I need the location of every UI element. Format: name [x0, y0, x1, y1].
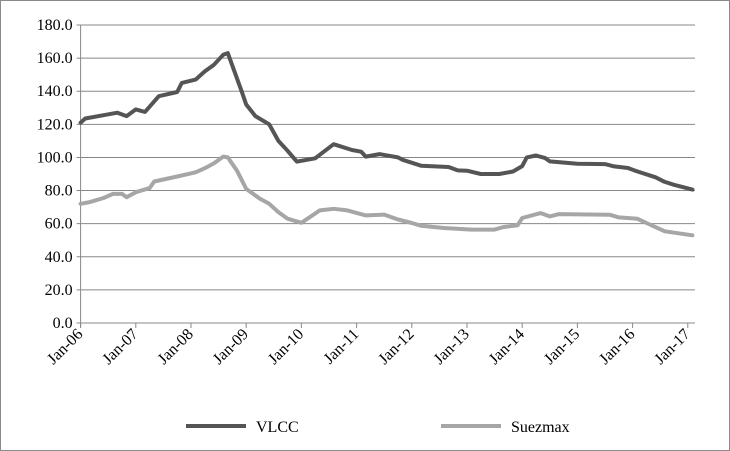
x-tick-label: Jan-16 [596, 326, 638, 368]
y-tick-label: 0.0 [53, 315, 73, 332]
y-tick-label: 60.0 [45, 216, 73, 233]
y-tick-label: 180.0 [37, 17, 73, 34]
y-tick-label: 80.0 [45, 183, 73, 200]
y-tick-label: 140.0 [37, 83, 73, 100]
x-tick-label: Jan-14 [486, 326, 528, 368]
x-tick-label: Jan-08 [155, 326, 197, 368]
x-tick-label: Jan-11 [321, 326, 363, 368]
x-tick-label: Jan-12 [375, 326, 417, 368]
y-tick-label: 160.0 [37, 50, 73, 67]
y-tick-label: 40.0 [45, 249, 73, 266]
x-tick-label: Jan-07 [99, 326, 141, 368]
legend-label-suezmax: Suezmax [511, 419, 570, 436]
x-tick-label: Jan-15 [541, 326, 583, 368]
legend-label-vlcc: VLCC [256, 419, 299, 436]
x-tick-label: Jan-17 [651, 326, 693, 368]
y-tick-label: 100.0 [37, 149, 73, 166]
x-tick-label: Jan-06 [44, 326, 86, 368]
y-tick-label: 120.0 [37, 116, 73, 133]
y-tick-label: 20.0 [45, 282, 73, 299]
x-tick-label: Jan-13 [431, 326, 473, 368]
x-tick-label: Jan-09 [210, 326, 252, 368]
series-line-vlcc [78, 51, 695, 192]
x-tick-label: Jan-10 [265, 326, 307, 368]
